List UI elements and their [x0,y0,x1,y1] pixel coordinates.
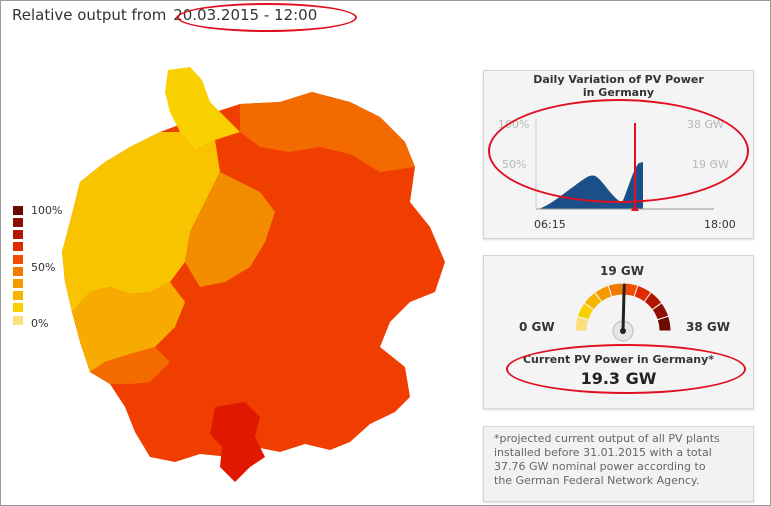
gauge-value-highlight-ring [506,344,746,394]
legend-swatch [13,230,23,239]
legend-label-0: 0% [31,317,49,330]
legend-swatch [13,316,23,325]
legend-swatch [13,255,23,264]
chart-time-marker-tip [631,205,639,211]
map-region-peak [210,402,265,482]
legend-swatch [13,267,23,276]
map-region-west [72,282,185,372]
axis-x-start: 06:15 [534,218,566,231]
map-region-north [165,67,240,150]
germany-map [62,67,445,482]
footnote-card: *projected current output of all PV plan… [483,426,754,502]
legend-swatch [13,291,23,300]
power-gauge [574,282,672,342]
legend-swatch [13,279,23,288]
legend-label-100: 100% [31,204,63,217]
footnote-text: *projected current output of all PV plan… [494,432,720,487]
gauge-mid-label: 19 GW [600,264,644,278]
daily-chart-title: Daily Variation of PV Power in Germany [484,73,753,99]
legend-swatch [13,218,23,227]
map-region-north-west [62,132,220,312]
title-prefix: Relative output from [12,6,167,24]
map-region-central [185,172,275,287]
map-legend: 100% 50% 0% [13,203,73,333]
gauge-needle-pivot [620,328,626,334]
legend-swatch [13,206,23,215]
legend-label-50: 50% [31,261,56,274]
chart-highlight-ring [488,99,749,203]
daily-chart-title-line2: in Germany [582,86,655,99]
gauge-segment [656,315,672,332]
map-region-south-west [90,347,170,384]
map-region-north-east [240,92,415,172]
legend-swatch [13,303,23,312]
gauge-min-label: 0 GW [519,320,555,334]
datetime-highlight-ring [177,3,357,32]
gauge-needle [621,283,626,333]
legend-swatch [13,242,23,251]
gauge-max-label: 38 GW [686,320,730,334]
daily-chart-title-line1: Daily Variation of PV Power [533,73,704,86]
axis-x-end: 18:00 [704,218,736,231]
